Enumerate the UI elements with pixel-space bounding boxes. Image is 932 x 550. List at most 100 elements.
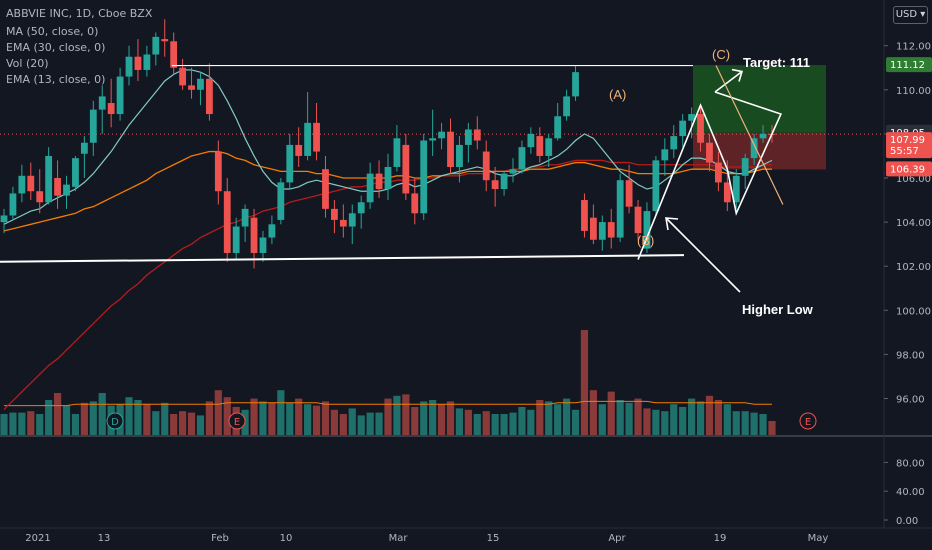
candle-body (715, 162, 722, 183)
target-label: Target: 111 (743, 55, 810, 70)
volume-bar (491, 414, 499, 435)
time-tick-label: May (808, 533, 829, 544)
volume-bar (741, 411, 749, 435)
candle-body (304, 122, 312, 156)
indicator-volume[interactable]: Vol (20) (6, 57, 49, 70)
volume-bar (750, 412, 758, 435)
volume-bar (634, 398, 642, 435)
loss-zone (693, 132, 826, 170)
indicator-ma50[interactable]: MA (50, close, 0) (6, 25, 99, 38)
candle-body (438, 131, 445, 139)
event-marker-circle (228, 412, 246, 430)
price-tick-label: 106.00 (896, 174, 931, 185)
volume-bar (411, 407, 419, 435)
time-tick-label: 15 (487, 533, 500, 544)
candle-body (170, 41, 178, 68)
volume-bar (9, 412, 17, 435)
candle-body (322, 169, 329, 209)
candle-body (89, 109, 97, 143)
time-tick-label: Apr (608, 533, 626, 544)
candle-body (536, 136, 544, 156)
price-tick-label: 112.00 (896, 42, 931, 53)
indicator-ema13[interactable]: EMA (13, close, 0) (6, 73, 106, 86)
price-badge (886, 161, 932, 177)
price-badge (886, 132, 932, 159)
indicator-ema30[interactable]: EMA (30, close, 0) (6, 41, 106, 54)
volume-bar (696, 401, 705, 435)
volume-bar (179, 411, 187, 435)
volume-bars (0, 330, 776, 435)
volume-bar (330, 409, 339, 435)
volume-bar (259, 401, 267, 435)
candlesticks (0, 19, 776, 269)
candle-body (98, 96, 106, 110)
volume-bar (455, 408, 464, 435)
volume-bar (518, 407, 526, 435)
volume-bar (71, 414, 80, 435)
volume-bar (187, 412, 196, 435)
candle-body (125, 56, 133, 77)
candle-body (80, 142, 88, 154)
higher-low-arrow (665, 217, 741, 293)
volume-bar (312, 405, 321, 435)
candle-body (491, 180, 499, 190)
event-marker-label: E (805, 417, 811, 428)
volume-ma-line (4, 400, 772, 407)
candle-body (179, 67, 186, 86)
candle-body (72, 158, 79, 187)
candle-body (732, 175, 740, 203)
price-badge-label: 107.99 (890, 135, 925, 146)
price-badge-label: 106.39 (890, 164, 925, 175)
candle-body (152, 36, 160, 55)
volume-bar (223, 397, 231, 435)
wave-b-label: (B) (637, 233, 654, 248)
candle-body (402, 144, 410, 194)
volume-bar (429, 400, 437, 435)
price-tick-label: 98.00 (896, 350, 925, 361)
candle-body (616, 180, 624, 238)
candle-body (339, 219, 347, 227)
oscillator-tick-label: 40.00 (896, 487, 925, 498)
volume-bar (759, 414, 767, 435)
currency-button[interactable]: USD ▾ (893, 6, 928, 24)
volume-bar (589, 390, 597, 435)
candle-body (393, 138, 401, 167)
volume-bar (536, 400, 544, 435)
volume-bar (509, 412, 517, 435)
volume-bar (598, 404, 606, 435)
volume-bar (170, 414, 178, 435)
volume-bar (134, 400, 142, 435)
volume-bar (295, 398, 303, 435)
candle-body (295, 144, 303, 156)
candle-body (723, 182, 731, 203)
candle-body (563, 96, 570, 117)
volume-bar (321, 401, 330, 435)
candle-body (598, 222, 606, 240)
volume-bar (625, 402, 633, 435)
volume-bar (482, 411, 490, 435)
candle-body (331, 208, 338, 220)
profit-zone (693, 65, 826, 133)
event-marker-label: D (111, 417, 119, 428)
volume-bar (661, 411, 669, 435)
volume-bar (384, 398, 392, 435)
oscillator-tick-label: 80.00 (896, 458, 925, 469)
candle-body (18, 175, 26, 194)
volume-bar (304, 404, 312, 435)
volume-bar (27, 411, 35, 435)
volume-bar (714, 400, 722, 435)
volume-bar (357, 415, 365, 435)
volume-bar (62, 405, 71, 435)
candle-body (518, 147, 526, 170)
wave-c-line (715, 65, 784, 205)
volume-bar (402, 394, 410, 435)
candle-body (572, 72, 579, 97)
candle-body (107, 103, 115, 115)
candle-body (277, 182, 285, 220)
candle-body (250, 217, 258, 253)
candle-body (581, 200, 588, 231)
volume-bar (616, 400, 624, 435)
candle-body (589, 217, 597, 240)
candle-body (188, 85, 195, 90)
